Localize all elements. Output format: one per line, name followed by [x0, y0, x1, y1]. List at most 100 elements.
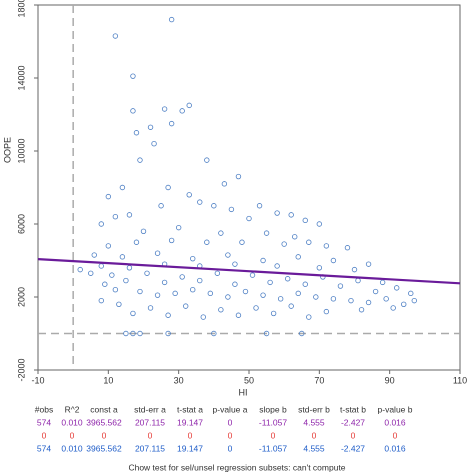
- table-cell: 0: [102, 430, 107, 440]
- point: [168, 120, 175, 127]
- point: [277, 296, 284, 302]
- point: [232, 261, 238, 267]
- point: [175, 224, 182, 231]
- table-cell: -11.057: [259, 443, 287, 453]
- point: [263, 230, 270, 236]
- point: [249, 272, 256, 278]
- point: [302, 217, 308, 224]
- point: [161, 106, 168, 112]
- x-tick-label: 110: [453, 375, 467, 385]
- point: [302, 281, 308, 287]
- table-cell: -11.057: [259, 417, 287, 427]
- point: [147, 305, 154, 311]
- table-cell: 3965.562: [86, 417, 122, 427]
- x-tick-label: -10: [31, 375, 44, 385]
- point: [165, 330, 171, 337]
- table-header: t-stat a: [177, 404, 203, 414]
- y-axis-label: OOPE: [2, 137, 12, 163]
- x-tick-label: 50: [244, 375, 254, 385]
- table-cell: 0: [393, 430, 398, 440]
- point: [119, 184, 126, 191]
- table-cell: 0.010: [61, 443, 83, 453]
- point: [270, 310, 277, 317]
- point: [274, 210, 280, 216]
- point: [179, 274, 185, 280]
- y-tick-label: 14000: [16, 65, 26, 90]
- table-cell: 0: [228, 443, 233, 453]
- point: [102, 281, 108, 287]
- point: [355, 277, 361, 284]
- table-cell: 0.016: [384, 417, 406, 427]
- table-cell: 0.010: [61, 417, 83, 427]
- point: [165, 184, 171, 191]
- point: [306, 239, 312, 245]
- point: [168, 237, 175, 244]
- point: [218, 230, 224, 236]
- point: [313, 294, 319, 300]
- table-cell: 0: [228, 417, 233, 427]
- point: [186, 102, 192, 109]
- point: [144, 270, 150, 276]
- point: [190, 255, 196, 262]
- table-cell: 0: [351, 430, 356, 440]
- point: [288, 212, 294, 218]
- point: [394, 285, 400, 291]
- point: [330, 296, 337, 302]
- point: [126, 265, 133, 271]
- point: [98, 221, 104, 227]
- table-cell: 0.016: [384, 443, 406, 453]
- point: [408, 290, 414, 297]
- point: [123, 330, 129, 337]
- point: [112, 213, 119, 220]
- point: [401, 301, 407, 307]
- point: [263, 330, 270, 337]
- point: [253, 305, 259, 311]
- point: [179, 108, 185, 114]
- table-cell: -2.427: [341, 443, 365, 453]
- point: [137, 157, 143, 163]
- point: [172, 290, 178, 297]
- point: [235, 173, 242, 180]
- y-tick-label: 2000: [16, 287, 26, 307]
- table-cell: 0: [228, 430, 233, 440]
- point: [130, 330, 136, 337]
- point: [190, 287, 196, 293]
- point: [246, 215, 252, 222]
- table-cell: 19.147: [177, 417, 203, 427]
- point: [228, 206, 235, 213]
- point: [204, 239, 210, 245]
- point: [112, 33, 119, 39]
- point: [105, 193, 112, 200]
- point: [214, 270, 221, 276]
- table-cell: 574: [37, 443, 51, 453]
- point: [221, 181, 228, 187]
- point: [154, 250, 161, 256]
- point: [344, 245, 351, 251]
- point: [186, 192, 192, 198]
- point: [211, 330, 217, 337]
- point: [200, 314, 206, 320]
- point: [358, 307, 365, 313]
- point: [130, 108, 136, 114]
- table-header: slope b: [259, 404, 287, 414]
- point: [225, 252, 231, 258]
- point: [137, 288, 143, 295]
- point: [295, 254, 301, 260]
- table-cell: 0: [271, 430, 276, 440]
- x-tick-label: 70: [314, 375, 324, 385]
- table-cell: 4.555: [303, 417, 325, 427]
- table-header: p-value a: [213, 404, 248, 414]
- point: [116, 301, 122, 307]
- point: [316, 265, 323, 271]
- point: [348, 297, 354, 304]
- point: [284, 276, 291, 282]
- table-cell: 0: [312, 430, 317, 440]
- table-cell: 207.115: [135, 417, 165, 427]
- point: [260, 292, 266, 298]
- regression-line: [37, 258, 461, 285]
- point: [123, 277, 129, 284]
- point: [133, 239, 140, 245]
- table-header: std-err b: [298, 404, 330, 414]
- point: [365, 299, 372, 306]
- y-tick-label: -2000: [16, 358, 26, 381]
